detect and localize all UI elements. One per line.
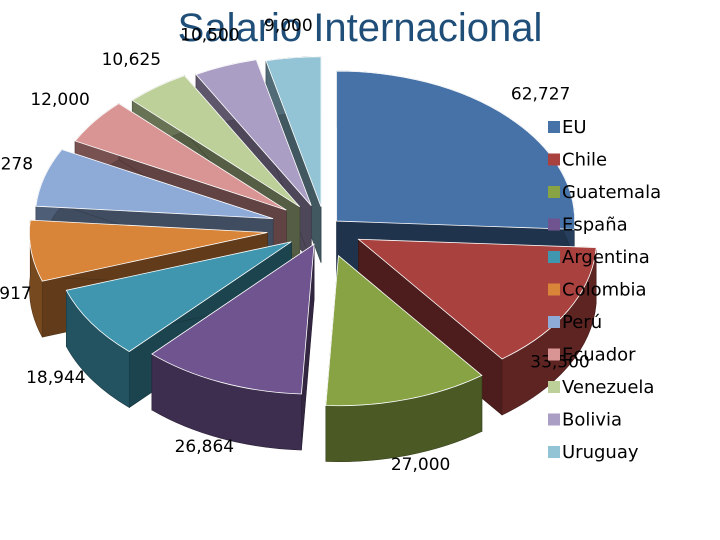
data-label-eu: 62,727 — [511, 84, 570, 104]
data-label-ecuador: 12,000 — [30, 90, 89, 110]
legend-label: Ecuador — [562, 345, 636, 366]
legend-label: Guatemala — [562, 182, 661, 203]
slice-colombia — [29, 219, 268, 282]
legend-swatch — [548, 316, 560, 328]
slice-eu — [336, 70, 576, 230]
data-label-colombia: 15,917 — [0, 284, 32, 304]
pie-top-layer — [29, 56, 597, 407]
legend-label: EU — [562, 117, 587, 138]
slice-perú — [35, 149, 274, 219]
legend-item-chile: Chile — [548, 150, 607, 171]
legend-label: Colombia — [562, 280, 647, 301]
data-label-uruguay: 9,000 — [264, 16, 313, 36]
data-label-argentina: 18,944 — [26, 368, 85, 388]
slice-españa — [151, 243, 315, 395]
legend-swatch — [548, 218, 560, 231]
data-label-chile: 33,500 — [530, 352, 589, 372]
legend-label: Bolivia — [562, 410, 622, 431]
legend-label: Perú — [562, 312, 602, 333]
legend-swatch — [548, 153, 560, 166]
slice-chile — [357, 238, 597, 360]
legend-swatch — [548, 381, 560, 393]
slice-uruguay — [265, 56, 322, 207]
legend-item-eu: EU — [548, 117, 587, 138]
data-label-perú: 15,278 — [0, 155, 33, 175]
legend-item-colombia: Colombia — [548, 280, 647, 301]
slice-ecuador — [74, 103, 287, 211]
legend-item-uruguay: Uruguay — [548, 442, 639, 463]
legend-swatch — [548, 251, 560, 263]
legend-item-argentina: Argentina — [548, 247, 650, 268]
data-label-bolivia: 10,500 — [180, 26, 239, 46]
chart-title: Salario Internacional — [177, 6, 543, 50]
legend-label: España — [562, 215, 628, 236]
legend-swatch — [548, 121, 560, 133]
slice-guatemala — [325, 254, 483, 407]
slice-bolivia — [195, 59, 312, 206]
data-label-guatemala: 27,000 — [391, 455, 450, 475]
legend-swatch — [548, 186, 560, 198]
legend-item-ecuador: Ecuador — [548, 345, 636, 366]
slice-argentina — [65, 241, 292, 352]
legend-item-venezuela: Venezuela — [548, 377, 654, 398]
data-label-venezuela: 10,625 — [102, 50, 161, 70]
legend-label: Argentina — [562, 247, 650, 268]
legend-item-bolivia: Bolivia — [548, 410, 622, 431]
legend-swatch — [548, 348, 560, 361]
slice-venezuela — [131, 75, 301, 208]
data-label-españa: 26,864 — [175, 437, 234, 457]
legend-swatch — [548, 413, 560, 426]
legend-swatch — [548, 446, 560, 458]
legend: EU Chile Guatemala España Argentina Colombia P… — [548, 117, 661, 463]
legend-item-perú: Perú — [548, 312, 602, 333]
legend-item-guatemala: Guatemala — [548, 182, 661, 203]
legend-swatch — [548, 283, 560, 296]
legend-label: Venezuela — [562, 377, 654, 398]
legend-label: Uruguay — [562, 442, 639, 463]
legend-label: Chile — [562, 150, 607, 171]
legend-item-españa: España — [548, 215, 628, 236]
data-labels: 62,727 33,500 27,000 26,864 18,944 15,917 15,2… — [0, 16, 590, 475]
